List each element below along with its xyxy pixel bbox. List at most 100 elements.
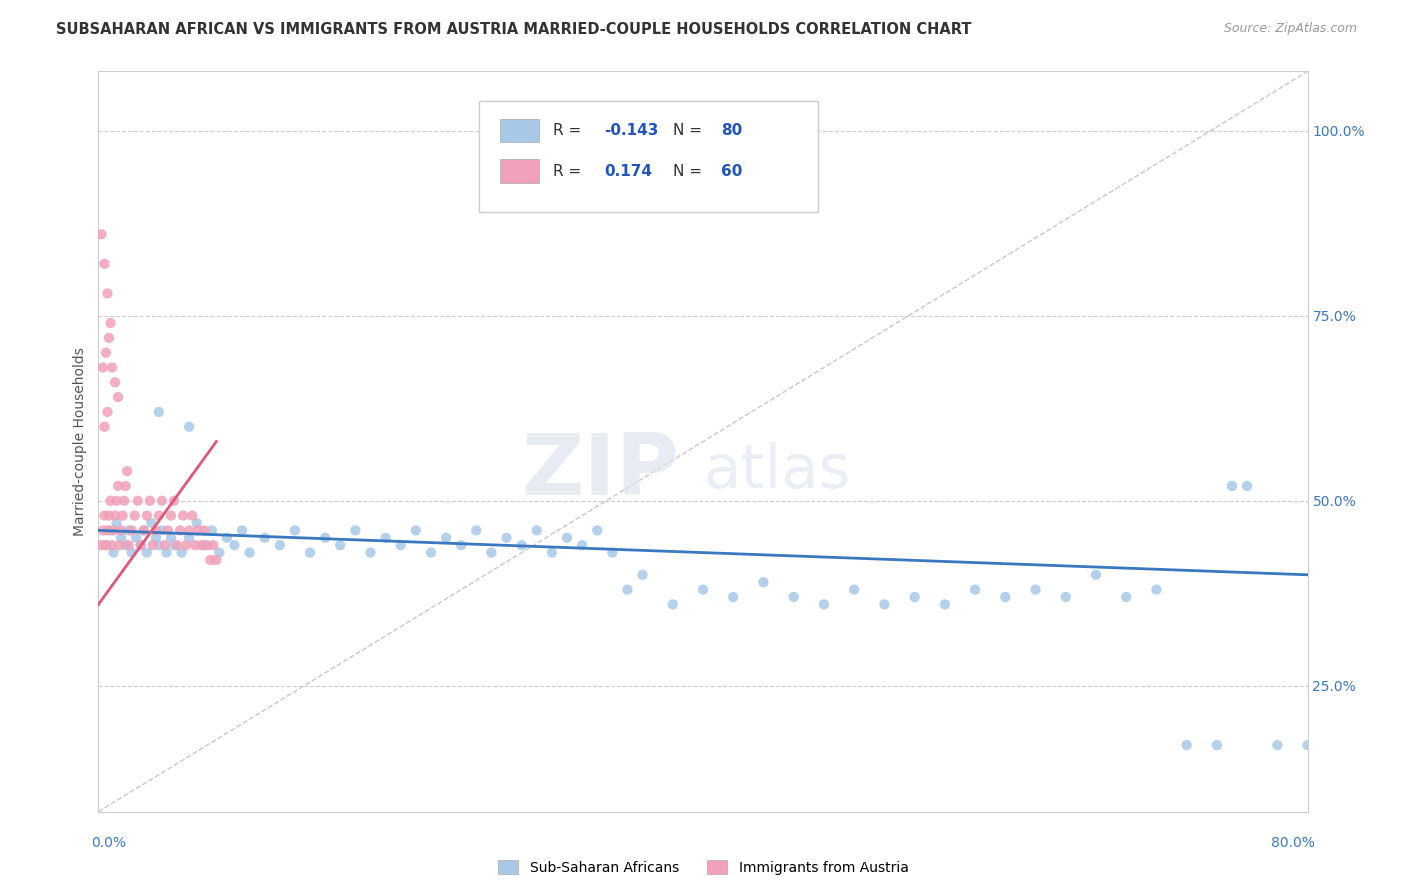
Point <box>179 524 201 538</box>
Point <box>105 516 128 530</box>
Text: N =: N = <box>672 123 707 138</box>
Point <box>94 538 117 552</box>
Point <box>202 538 225 552</box>
Point <box>616 582 638 597</box>
Point <box>127 493 149 508</box>
Point <box>1054 590 1077 604</box>
Point <box>145 531 167 545</box>
Point <box>107 479 129 493</box>
Point <box>299 545 322 560</box>
Point <box>994 590 1017 604</box>
Point <box>692 582 714 597</box>
Point <box>169 524 191 538</box>
Point <box>200 553 222 567</box>
Point <box>631 567 654 582</box>
Point <box>215 531 238 545</box>
Point <box>187 524 209 538</box>
Point <box>93 508 115 523</box>
Point <box>91 360 114 375</box>
Point <box>129 538 152 552</box>
Point <box>540 545 562 560</box>
Text: 0.174: 0.174 <box>603 164 652 178</box>
Point <box>90 227 112 242</box>
Point <box>104 376 127 390</box>
Point <box>135 508 157 523</box>
Point <box>1236 479 1258 493</box>
Point <box>155 545 177 560</box>
Point <box>160 531 183 545</box>
Point <box>150 524 173 538</box>
Text: N =: N = <box>672 164 707 178</box>
Point <box>135 545 157 560</box>
Point <box>163 538 186 552</box>
Point <box>145 524 167 538</box>
Point <box>1267 738 1289 752</box>
Point <box>132 524 155 538</box>
Point <box>121 545 143 560</box>
FancyBboxPatch shape <box>501 119 538 143</box>
Point <box>118 524 141 538</box>
Y-axis label: Married-couple Households: Married-couple Households <box>73 347 87 536</box>
Point <box>495 531 517 545</box>
Text: ZIP: ZIP <box>522 430 679 513</box>
Point <box>98 331 121 345</box>
Point <box>405 524 427 538</box>
Point <box>141 516 163 530</box>
Point <box>170 545 193 560</box>
Point <box>96 405 118 419</box>
Point <box>184 538 207 552</box>
Point <box>190 538 212 552</box>
Point <box>193 538 215 552</box>
Point <box>114 538 136 552</box>
Point <box>96 524 118 538</box>
Point <box>239 545 262 560</box>
Text: 0.0%: 0.0% <box>91 836 127 850</box>
Point <box>231 524 253 538</box>
Point <box>269 538 291 552</box>
Point <box>253 531 276 545</box>
Point <box>1085 567 1108 582</box>
Point <box>208 545 231 560</box>
Point <box>1296 738 1319 752</box>
Text: Source: ZipAtlas.com: Source: ZipAtlas.com <box>1223 22 1357 36</box>
Legend: Sub-Saharan Africans, Immigrants from Austria: Sub-Saharan Africans, Immigrants from Au… <box>492 855 914 880</box>
Point <box>481 545 503 560</box>
Point <box>1175 738 1198 752</box>
Point <box>205 553 228 567</box>
Point <box>100 493 122 508</box>
Point <box>934 598 956 612</box>
Point <box>94 345 117 359</box>
Point <box>104 508 127 523</box>
Point <box>224 538 246 552</box>
Point <box>526 524 548 538</box>
Point <box>195 538 218 552</box>
Point <box>179 419 201 434</box>
Point <box>389 538 412 552</box>
Point <box>174 538 197 552</box>
Point <box>132 524 155 538</box>
Point <box>284 524 307 538</box>
Point <box>360 545 382 560</box>
Text: atlas: atlas <box>703 442 851 500</box>
Point <box>108 538 131 552</box>
Point <box>965 582 987 597</box>
Point <box>873 598 896 612</box>
Point <box>179 531 201 545</box>
Point <box>314 531 336 545</box>
Point <box>555 531 578 545</box>
Point <box>103 545 125 560</box>
Point <box>103 524 125 538</box>
Point <box>90 538 112 552</box>
Point <box>1220 479 1243 493</box>
Text: R =: R = <box>553 164 586 178</box>
Point <box>181 508 204 523</box>
Point <box>1206 738 1229 752</box>
Point <box>118 538 141 552</box>
FancyBboxPatch shape <box>479 101 818 212</box>
Point <box>94 538 117 552</box>
Point <box>510 538 533 552</box>
Point <box>450 538 472 552</box>
Point <box>93 419 115 434</box>
Point <box>110 531 132 545</box>
Text: -0.143: -0.143 <box>603 123 658 138</box>
